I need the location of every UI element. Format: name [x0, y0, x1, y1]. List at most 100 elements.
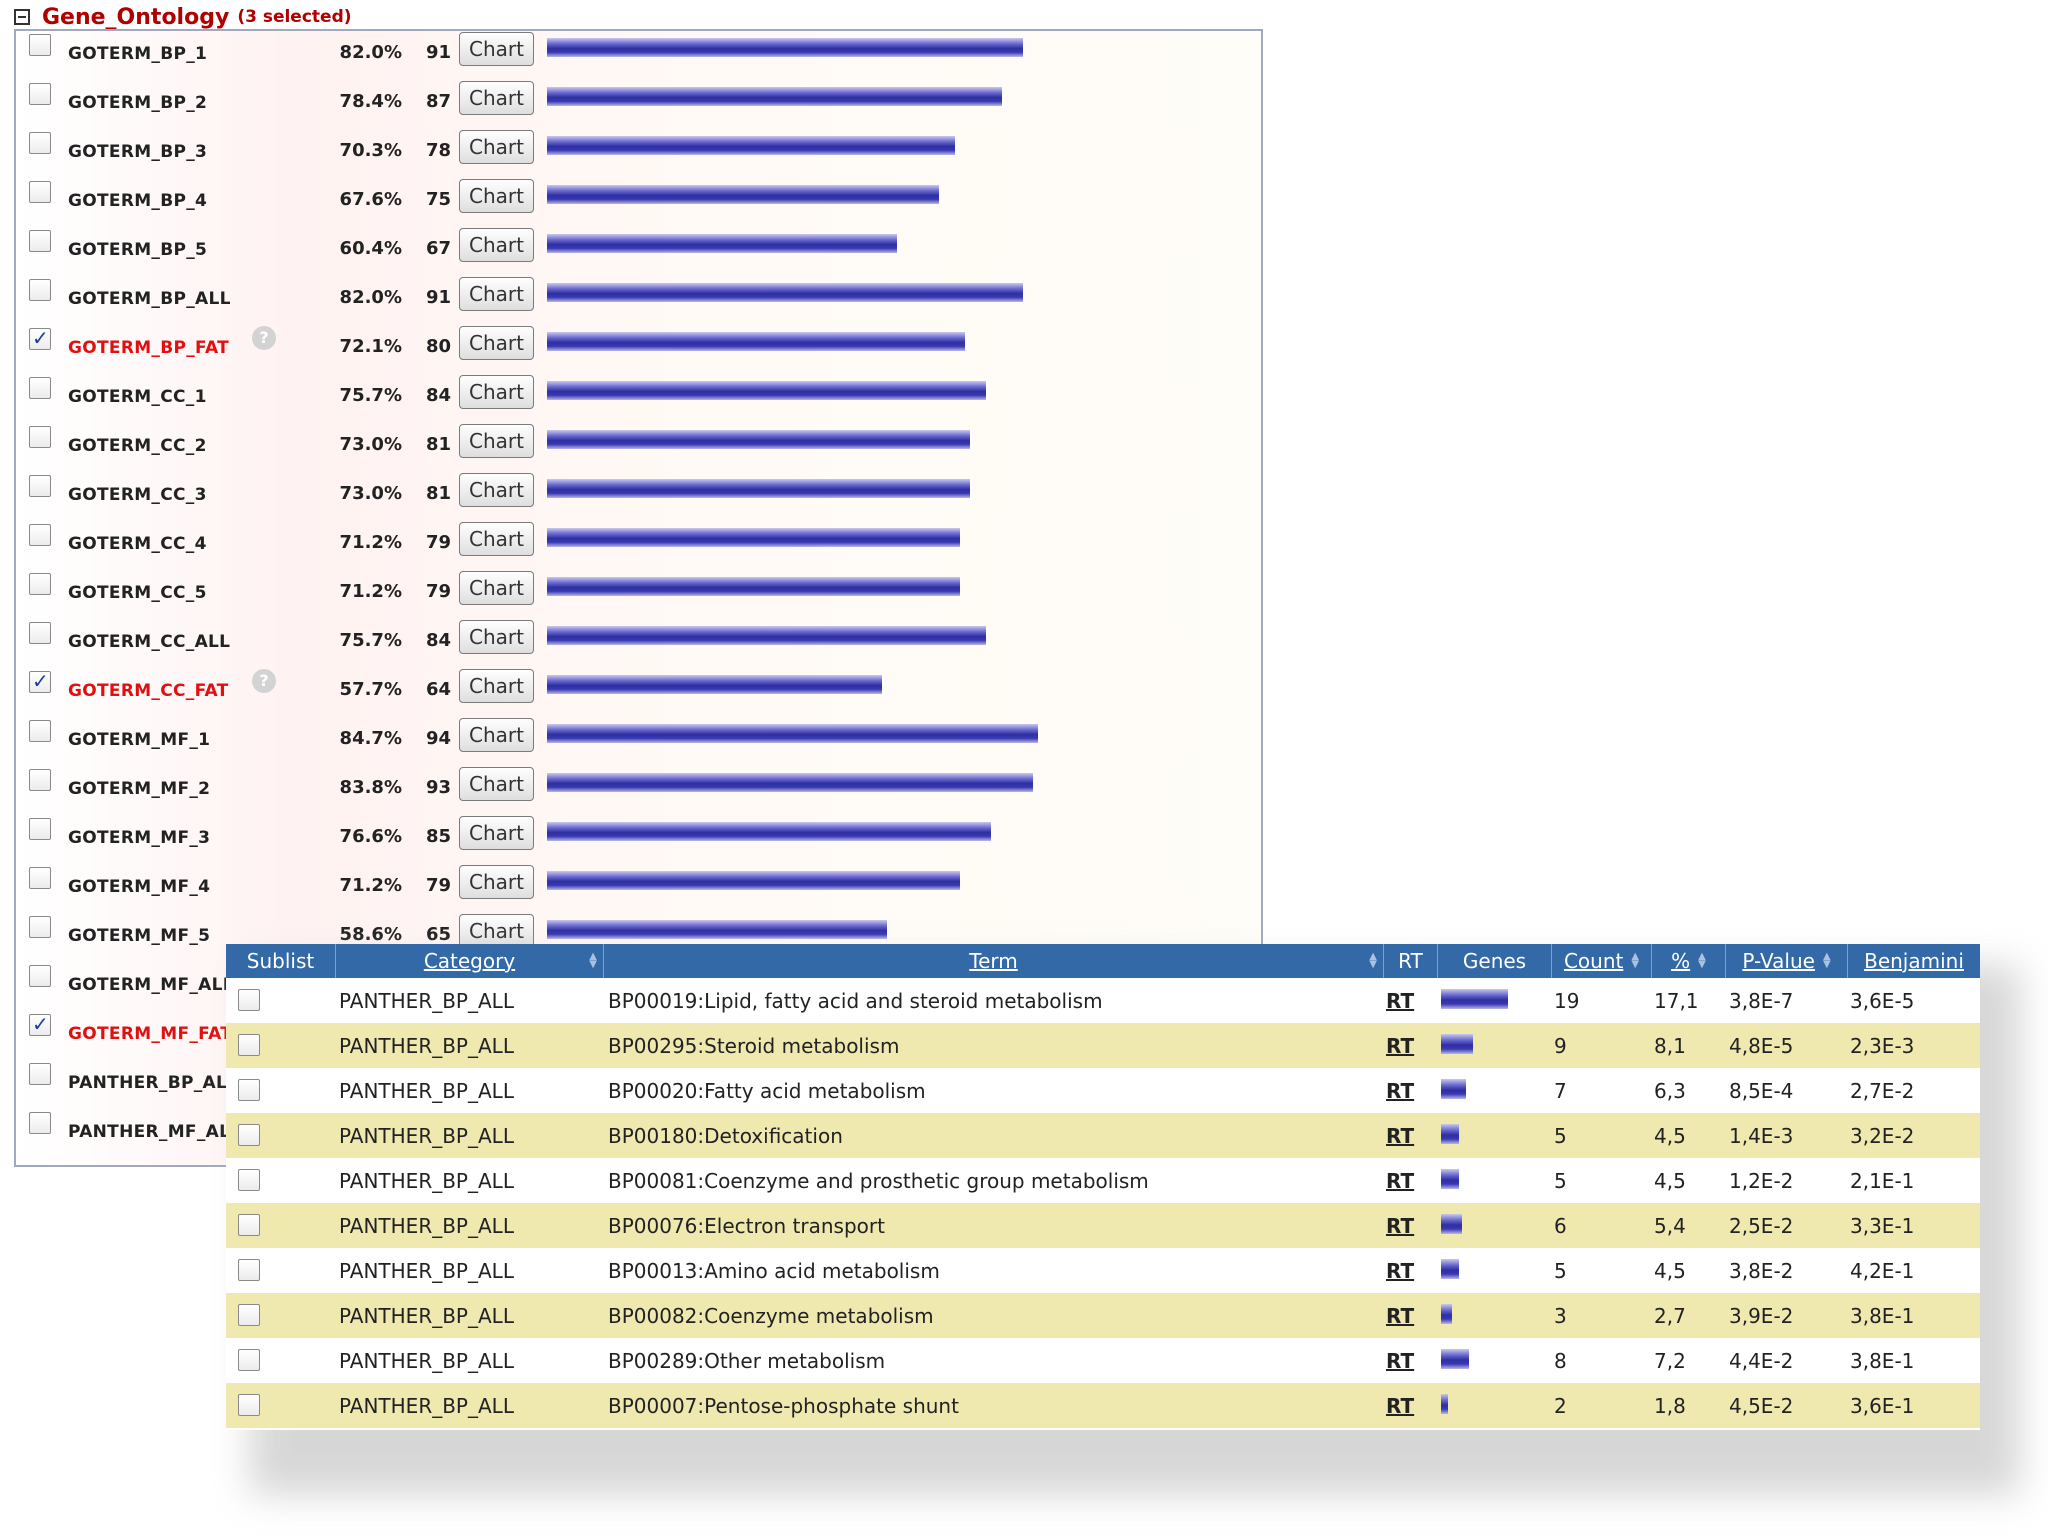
category-checkbox[interactable] [29, 916, 51, 938]
chart-button[interactable]: Chart [459, 571, 534, 605]
category-checkbox[interactable] [29, 720, 51, 742]
rt-link[interactable]: RT [1386, 1303, 1415, 1328]
category-checkbox[interactable] [29, 1112, 51, 1134]
chart-button[interactable]: Chart [459, 473, 534, 507]
category-percent: 73.0% [339, 434, 402, 455]
rt-link[interactable]: RT [1386, 1348, 1415, 1373]
chart-button[interactable]: Chart [459, 424, 534, 458]
category-checkbox[interactable] [29, 524, 51, 546]
chart-button[interactable]: Chart [459, 620, 534, 654]
chart-button[interactable]: Chart [459, 326, 534, 360]
category-checkbox[interactable] [29, 769, 51, 791]
sublist-checkbox[interactable] [238, 1304, 260, 1326]
sort-icon[interactable]: ▲ ▼ [1822, 951, 1831, 970]
rt-link[interactable]: RT [1386, 988, 1415, 1013]
header-term[interactable]: Term ▲ ▼ [604, 944, 1384, 978]
genes-bar[interactable] [1441, 1394, 1448, 1414]
rt-link[interactable]: RT [1386, 1123, 1415, 1148]
rt-link[interactable]: RT [1386, 1168, 1415, 1193]
genes-bar[interactable] [1441, 1034, 1473, 1054]
chart-button[interactable]: Chart [459, 32, 534, 66]
category-checkbox[interactable] [29, 1063, 51, 1085]
category-checkbox[interactable] [29, 475, 51, 497]
sort-icon[interactable]: ▲ ▼ [1698, 951, 1706, 970]
category-checkbox[interactable] [29, 867, 51, 889]
category-checkbox[interactable] [29, 326, 51, 350]
sublist-checkbox[interactable] [238, 989, 260, 1011]
chart-button[interactable]: Chart [459, 130, 534, 164]
chart-button[interactable]: Chart [459, 375, 534, 409]
chart-button[interactable]: Chart [459, 914, 534, 948]
genes-bar[interactable] [1441, 1304, 1452, 1324]
collapse-icon[interactable] [14, 9, 30, 25]
chart-button[interactable]: Chart [459, 277, 534, 311]
genes-bar[interactable] [1441, 1259, 1459, 1279]
category-checkbox[interactable] [29, 132, 51, 154]
header-percent[interactable]: % ▲ ▼ [1652, 944, 1726, 978]
table-row: PANTHER_BP_ALL BP00020:Fatty acid metabol… [226, 1068, 1980, 1113]
rt-link[interactable]: RT [1386, 1393, 1415, 1418]
rt-link[interactable]: RT [1386, 1033, 1415, 1058]
percent-bar [547, 185, 939, 204]
genes-bar[interactable] [1441, 1349, 1469, 1369]
category-checkbox[interactable] [29, 377, 51, 399]
help-icon[interactable]: ? [252, 669, 276, 693]
header-percent-label[interactable]: % [1671, 949, 1691, 973]
sublist-checkbox[interactable] [238, 1214, 260, 1236]
header-count[interactable]: Count ▲ ▼ [1552, 944, 1652, 978]
chart-button[interactable]: Chart [459, 767, 534, 801]
sublist-checkbox[interactable] [238, 1169, 260, 1191]
genes-bar[interactable] [1441, 989, 1508, 1009]
header-count-label[interactable]: Count [1563, 949, 1624, 973]
chart-button[interactable]: Chart [459, 669, 534, 703]
genes-bar[interactable] [1441, 1169, 1459, 1189]
header-benjamini[interactable]: Benjamini [1848, 944, 1980, 978]
rt-link[interactable]: RT [1386, 1213, 1415, 1238]
chart-button[interactable]: Chart [459, 816, 534, 850]
chart-button[interactable]: Chart [459, 522, 534, 556]
category-checkbox[interactable] [29, 1012, 51, 1036]
category-cell: PANTHER_BP_ALL [339, 1348, 514, 1373]
category-checkbox[interactable] [29, 181, 51, 203]
category-checkbox[interactable] [29, 965, 51, 987]
category-checkbox[interactable] [29, 426, 51, 448]
header-category-label[interactable]: Category [423, 949, 516, 973]
category-checkbox[interactable] [29, 279, 51, 301]
category-checkbox[interactable] [29, 669, 51, 693]
category-cell: PANTHER_BP_ALL [339, 1258, 514, 1283]
rt-link[interactable]: RT [1386, 1258, 1415, 1283]
header-p-value-label[interactable]: P-Value [1742, 949, 1815, 973]
header-p-value[interactable]: P-Value ▲ ▼ [1726, 944, 1848, 978]
category-checkbox[interactable] [29, 622, 51, 644]
count-cell: 5 [1554, 1123, 1567, 1148]
genes-bar[interactable] [1441, 1079, 1466, 1099]
help-icon[interactable]: ? [252, 326, 276, 350]
sublist-checkbox[interactable] [238, 1034, 260, 1056]
sort-icon[interactable]: ▲ ▼ [1631, 951, 1640, 970]
category-checkbox[interactable] [29, 230, 51, 252]
genes-bar[interactable] [1441, 1124, 1459, 1144]
category-checkbox[interactable] [29, 818, 51, 840]
category-checkbox[interactable] [29, 83, 51, 105]
category-count: 84 [425, 385, 451, 406]
chart-button[interactable]: Chart [459, 718, 534, 752]
sublist-checkbox[interactable] [238, 1124, 260, 1146]
sublist-checkbox[interactable] [238, 1349, 260, 1371]
chart-button[interactable]: Chart [459, 228, 534, 262]
category-row: PANTHER_MF_ALL [16, 1110, 1261, 1159]
header-category[interactable]: Category ▲ ▼ [336, 944, 604, 978]
header-term-label[interactable]: Term [969, 949, 1018, 973]
header-benjamini-label[interactable]: Benjamini [1864, 949, 1964, 973]
chart-button[interactable]: Chart [459, 179, 534, 213]
category-checkbox[interactable] [29, 34, 51, 56]
category-checkbox[interactable] [29, 573, 51, 595]
sublist-checkbox[interactable] [238, 1259, 260, 1281]
sort-icon[interactable]: ▲ ▼ [1369, 951, 1377, 970]
chart-button[interactable]: Chart [459, 865, 534, 899]
sublist-checkbox[interactable] [238, 1079, 260, 1101]
sort-icon[interactable]: ▲ ▼ [589, 951, 597, 970]
sublist-checkbox[interactable] [238, 1394, 260, 1416]
genes-bar[interactable] [1441, 1214, 1462, 1234]
rt-link[interactable]: RT [1386, 1078, 1415, 1103]
chart-button[interactable]: Chart [459, 81, 534, 115]
